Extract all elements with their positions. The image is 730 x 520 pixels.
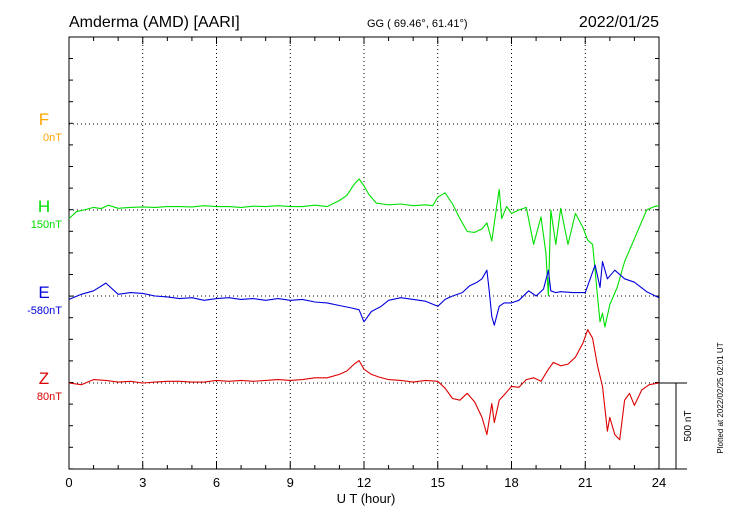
baseline-label-h: 150nT <box>31 219 62 231</box>
vertical-gridlines <box>142 37 586 469</box>
x-tick-label: 9 <box>287 475 294 490</box>
date-label: 2022/01/25 <box>579 14 659 31</box>
x-tick-label: 15 <box>431 475 445 490</box>
coordinates-label: GG ( 69.46°, 61.41°) <box>367 18 468 30</box>
plotted-at-note: Plotted at 2022/02/25 02:01 UT <box>716 342 725 453</box>
x-tick-label: 6 <box>213 475 220 490</box>
series-label-f: F <box>39 110 49 129</box>
x-tick-label: 3 <box>139 475 146 490</box>
x-tick-labels: 0 3 6 9 12 15 18 21 24 <box>65 475 666 490</box>
series-line-h <box>68 178 660 328</box>
series-label-e: E <box>38 283 49 302</box>
x-tick-label: 0 <box>65 475 72 490</box>
series-label-h: H <box>38 197 50 216</box>
series-line-z <box>68 329 660 441</box>
baseline-label-e: -580nT <box>27 305 62 317</box>
x-tick-label: 21 <box>578 475 592 490</box>
station-title: Amderma (AMD) [AARI] <box>69 14 240 31</box>
series-line-e <box>68 261 660 326</box>
x-tick-label: 24 <box>652 475 666 490</box>
scale-bar <box>659 382 687 470</box>
x-tick-label: 18 <box>504 475 518 490</box>
axis-ticks <box>68 37 660 470</box>
x-tick-label: 12 <box>357 475 371 490</box>
baseline-label-z: 80nT <box>37 391 62 403</box>
x-axis-label: U T (hour) <box>337 491 396 506</box>
series-label-z: Z <box>39 369 49 388</box>
data-traces <box>68 178 660 441</box>
baseline-label-f: 0nT <box>43 132 62 144</box>
scale-bar-label: 500 nT <box>683 410 694 441</box>
